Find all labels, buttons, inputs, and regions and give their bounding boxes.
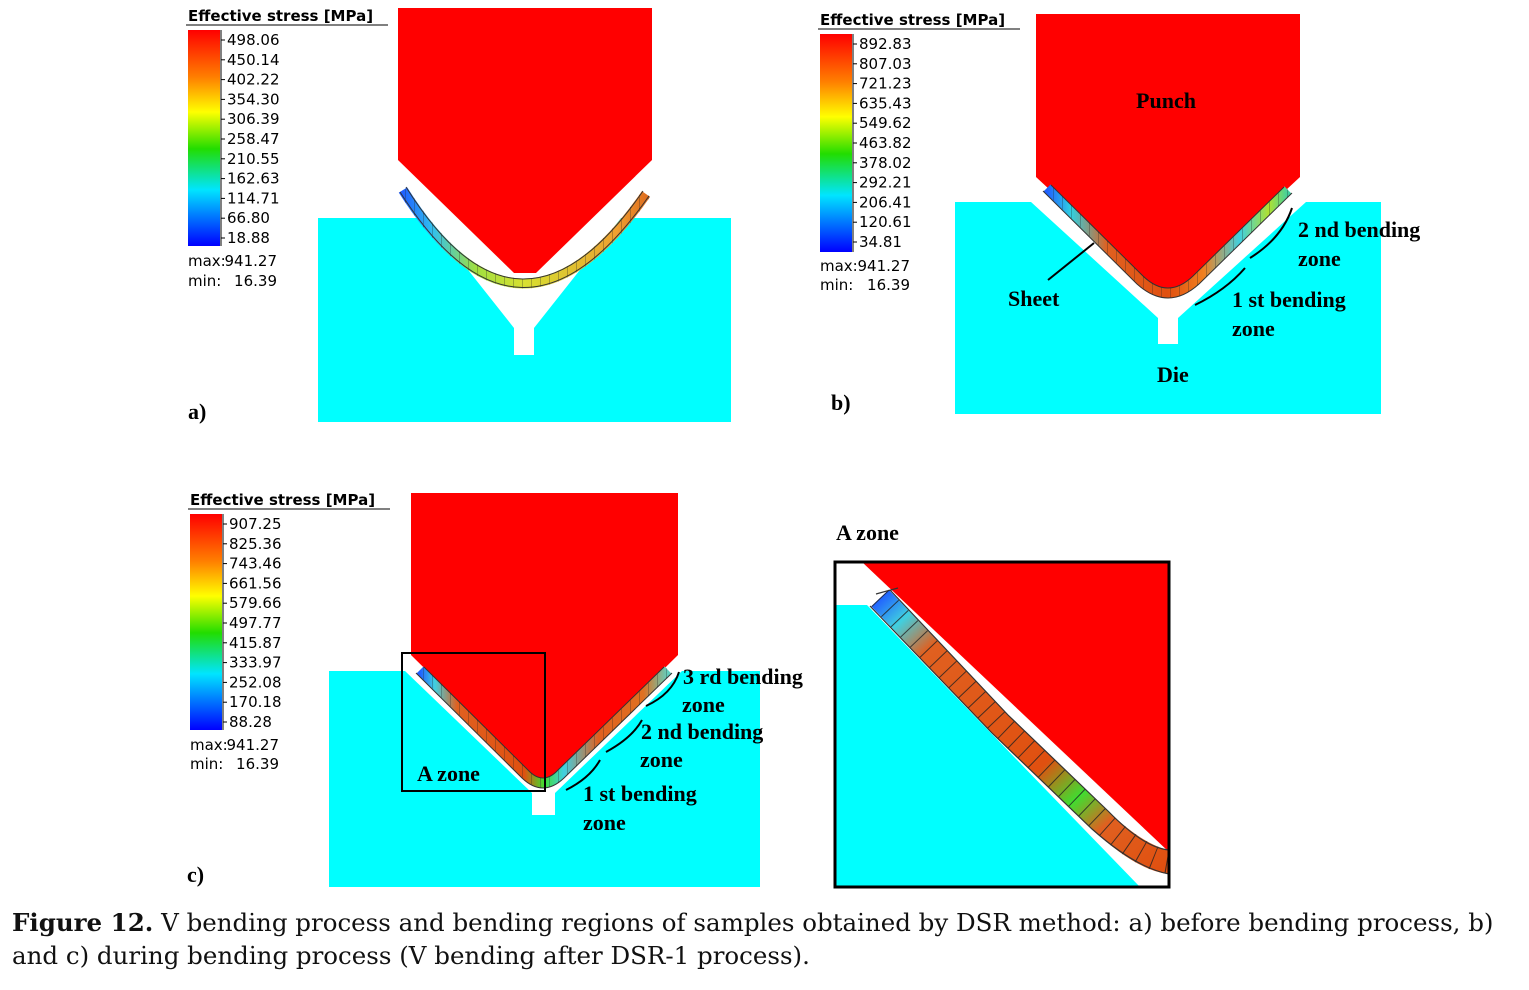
panel-label-a: a) <box>188 399 206 424</box>
panel-c: A zone 3 rd bending zone 2 nd bending zo… <box>187 491 803 887</box>
legend-tick-label: 114.71 <box>227 189 280 207</box>
legend-tick-label: 497.77 <box>229 614 282 632</box>
first-zone-label: 1 st bending <box>583 781 697 806</box>
legend-tick-label: 498.06 <box>227 31 280 49</box>
first-zone-label-2: zone <box>1232 316 1275 341</box>
panel-a: Effective stress [MPa] 498.06 450.14 402.2… <box>186 7 731 424</box>
legend-tick-label: 88.28 <box>229 713 272 731</box>
a-zone-label: A zone <box>417 761 480 786</box>
caption-text: V bending process and bending regions of… <box>12 908 1494 970</box>
legend-max-label: max: <box>188 252 226 270</box>
punch-c <box>411 493 678 781</box>
legend-tick-label: 549.62 <box>859 114 912 132</box>
legend-tick-label: 206.41 <box>859 193 912 211</box>
punch-a <box>398 8 652 273</box>
second-zone-label-2: zone <box>1298 246 1341 271</box>
legend-max-label: max: <box>820 257 858 275</box>
legend-tick-label: 292.21 <box>859 174 912 192</box>
legend-min-label: min: <box>190 755 223 773</box>
legend-tick-label: 170.18 <box>229 693 282 711</box>
third-zone-label: 3 rd bending <box>683 664 803 689</box>
legend-tick-label: 825.36 <box>229 535 282 553</box>
legend-tick-label: 661.56 <box>229 574 282 592</box>
legend-tick-label: 415.87 <box>229 634 282 652</box>
figure-canvas: Effective stress [MPa] 498.06 450.14 402.2… <box>186 7 1420 889</box>
punch-detail <box>862 562 1169 852</box>
legend-a: Effective stress [MPa] 498.06 450.14 402.2… <box>186 7 388 290</box>
legend-title: Effective stress [MPa] <box>188 7 373 25</box>
leader-lines-c <box>565 671 680 791</box>
legend-tick-label: 306.39 <box>227 110 280 128</box>
colorbar <box>188 30 220 246</box>
panel-label-c: c) <box>187 862 204 887</box>
caption-label: Figure 12. <box>12 908 154 937</box>
legend-c: Effective stress [MPa] 907.25 825.36 743.4… <box>188 491 390 773</box>
legend-tick-label: 66.80 <box>227 209 270 227</box>
panel-b: Punch Sheet Die 2 nd bending zone 1 st b… <box>818 11 1420 415</box>
legend-tick-label: 18.88 <box>227 229 270 247</box>
legend-tick-label: 333.97 <box>229 654 282 672</box>
first-zone-label: 1 st bending <box>1232 287 1346 312</box>
legend-title: Effective stress [MPa] <box>820 11 1005 29</box>
die-detail <box>835 605 1140 887</box>
die-a <box>318 218 731 422</box>
punch-b <box>1036 14 1300 292</box>
legend-max-label: max: <box>190 736 228 754</box>
legend-min-value: 16.39 <box>867 276 910 294</box>
third-zone-label-2: zone <box>682 692 725 717</box>
legend-tick-label: 743.46 <box>229 555 282 573</box>
panel-a-zone-detail: A zone <box>833 520 1171 889</box>
second-zone-label-2: zone <box>640 747 683 772</box>
legend-tick-label: 162.63 <box>227 170 280 188</box>
legend-tick-label: 378.02 <box>859 154 912 172</box>
a-zone-title: A zone <box>836 520 899 545</box>
legend-min-label: min: <box>820 276 853 294</box>
legend-tick-label: 579.66 <box>229 594 282 612</box>
a-zone-box <box>401 652 546 792</box>
die-c <box>329 671 760 887</box>
die-label: Die <box>1157 362 1189 387</box>
leader-lines-b <box>1047 207 1293 306</box>
legend-min-label: min: <box>188 272 221 290</box>
legend-tick-label: 120.61 <box>859 213 912 231</box>
legend-tick-label: 807.03 <box>859 55 912 73</box>
legend-tick-label: 354.30 <box>227 90 280 108</box>
panel-label-b: b) <box>831 390 851 415</box>
die-b <box>955 202 1381 414</box>
legend-max-value: 941.27 <box>858 257 911 275</box>
sheet-detail <box>871 589 1169 874</box>
legend-tick-label: 892.83 <box>859 35 912 53</box>
legend-min-value: 16.39 <box>236 755 279 773</box>
legend-tick-label: 210.55 <box>227 150 280 168</box>
punch-label: Punch <box>1136 88 1196 113</box>
legend-max-value: 941.27 <box>225 252 278 270</box>
a-zone-frame <box>833 560 1171 889</box>
legend-min-value: 16.39 <box>234 272 277 290</box>
legend-title: Effective stress [MPa] <box>190 491 375 509</box>
legend-b: Effective stress [MPa] 892.83 807.03 721.2… <box>818 11 1020 294</box>
colorbar <box>820 34 852 252</box>
sheet-label: Sheet <box>1008 286 1060 311</box>
second-zone-label: 2 nd bending <box>1298 217 1420 242</box>
legend-max-value: 941.27 <box>227 736 280 754</box>
first-zone-label-2: zone <box>583 810 626 835</box>
figure-caption: Figure 12. V bending process and bending… <box>12 906 1520 972</box>
legend-tick-label: 635.43 <box>859 94 912 112</box>
legend-tick-label: 450.14 <box>227 51 280 69</box>
legend-tick-label: 721.23 <box>859 75 912 93</box>
legend-tick-label: 34.81 <box>859 233 902 251</box>
legend-tick-label: 907.25 <box>229 515 282 533</box>
legend-tick-label: 463.82 <box>859 134 912 152</box>
second-zone-label: 2 nd bending <box>641 719 763 744</box>
legend-tick-label: 402.22 <box>227 71 280 89</box>
legend-tick-label: 252.08 <box>229 673 282 691</box>
legend-tick-label: 258.47 <box>227 130 280 148</box>
colorbar <box>190 514 222 730</box>
